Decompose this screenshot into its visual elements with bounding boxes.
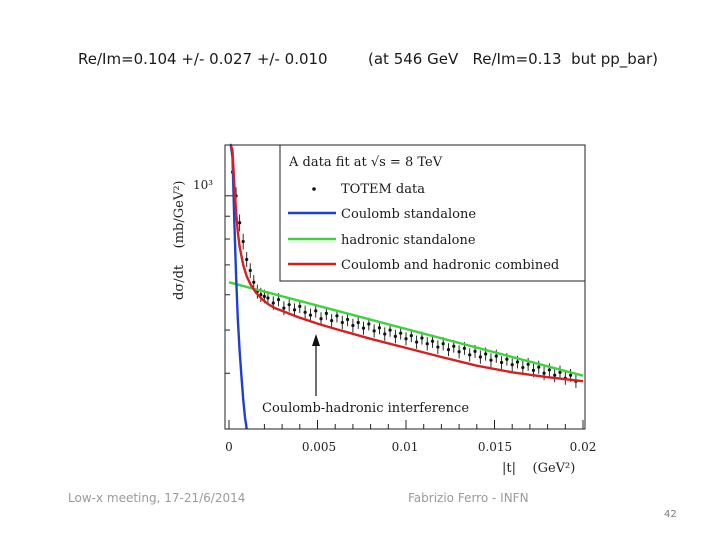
x-tick-label: 0.02 [570,440,597,454]
data-point [388,328,392,332]
legend-title: A data fit at √s = 8 TeV [288,155,443,170]
data-point [314,309,318,313]
x-tick-label: 0 [225,440,233,454]
annotation-arrow-head [312,334,320,346]
data-point [521,365,525,370]
data-point [537,365,541,369]
footer-meeting: Low-x meeting, 17-21/6/2014 [68,491,246,505]
data-point [494,354,498,358]
data-point [361,326,366,330]
data-point [526,362,530,366]
data-point [430,339,435,343]
data-point [351,323,355,328]
legend: A data fit at √s = 8 TeV TOTEM data Coul… [279,144,586,282]
data-point [510,363,514,367]
x-axis-label: |t| (GeV²) [502,461,575,476]
data-point [330,319,334,323]
legend-entry-hadronic: hadronic standalone [341,233,476,248]
data-point [319,317,323,321]
annotation-text: Coulomb-hadronic interference [262,401,469,416]
footer-author: Fabrizio Ferro - INFN [408,491,529,505]
data-point [324,311,328,315]
data-points [230,162,578,388]
data-point [393,334,397,338]
data-point [248,268,252,273]
data-point [441,342,445,346]
data-point [462,346,467,350]
data-point [425,342,429,346]
data-point [499,360,504,365]
data-point [404,337,408,341]
data-point [241,239,245,244]
data-point [262,294,266,298]
data-point [372,329,376,333]
data-point [245,257,249,262]
headline-right: (at 546 GeV Re/Im=0.13 but pp_bar) [368,50,659,68]
axis-ticks [225,195,584,429]
data-point [335,314,339,318]
data-point [282,306,286,310]
data-point [547,368,551,372]
data-point [266,296,270,300]
fit-curves [228,143,584,430]
data-point [553,373,557,377]
x-tick-label: 0.015 [478,440,512,454]
data-point [292,308,297,312]
legend-entry-data: TOTEM data [341,182,425,197]
data-point [415,340,419,344]
data-point [399,331,403,335]
data-point [468,353,472,357]
data-point [478,355,482,359]
data-point [356,320,360,325]
data-point [252,280,256,284]
data-point [569,373,573,377]
data-point [238,221,242,225]
data-point [367,322,371,326]
plot-frame [224,144,586,430]
data-point [420,336,424,340]
page-number: 42 [664,509,677,520]
y-tick-label: 10³ [193,178,213,192]
data-point [303,310,307,314]
data-point [473,349,477,353]
data-point [457,350,461,354]
data-point [484,352,488,356]
data-point [345,317,350,322]
data-point [489,358,493,362]
legend-data-marker [312,187,316,191]
data-point [452,344,456,348]
x-tick-labels: 0 0.005 0.01 0.015 0.02 [225,440,596,454]
data-point [383,332,387,336]
data-point [409,333,413,338]
y-axis-label: dσ/dt (mb/GeV²) [172,180,187,300]
data-point [542,371,546,375]
headline-left: Re/Im=0.104 +/- 0.027 +/- 0.010 [78,50,328,68]
data-point [308,313,313,317]
data-point [558,370,562,374]
data-point [340,320,344,325]
data-point [531,368,536,372]
data-point [271,301,275,305]
hadronic-curve [228,281,584,377]
data-point [505,357,509,361]
data-point [446,348,451,352]
combined-curve [229,144,584,383]
data-point [287,303,291,307]
legend-entry-coulomb: Coulomb standalone [341,207,476,222]
x-tick-label: 0.005 [302,440,336,454]
legend-entry-combined: Coulomb and hadronic combined [341,258,559,273]
x-tick-label: 0.01 [392,440,419,454]
data-point [276,298,281,302]
data-point [436,345,440,349]
interference-annotation: Coulomb-hadronic interference [262,334,469,416]
data-point [298,304,302,308]
data-point [377,326,382,330]
data-point [515,360,520,364]
